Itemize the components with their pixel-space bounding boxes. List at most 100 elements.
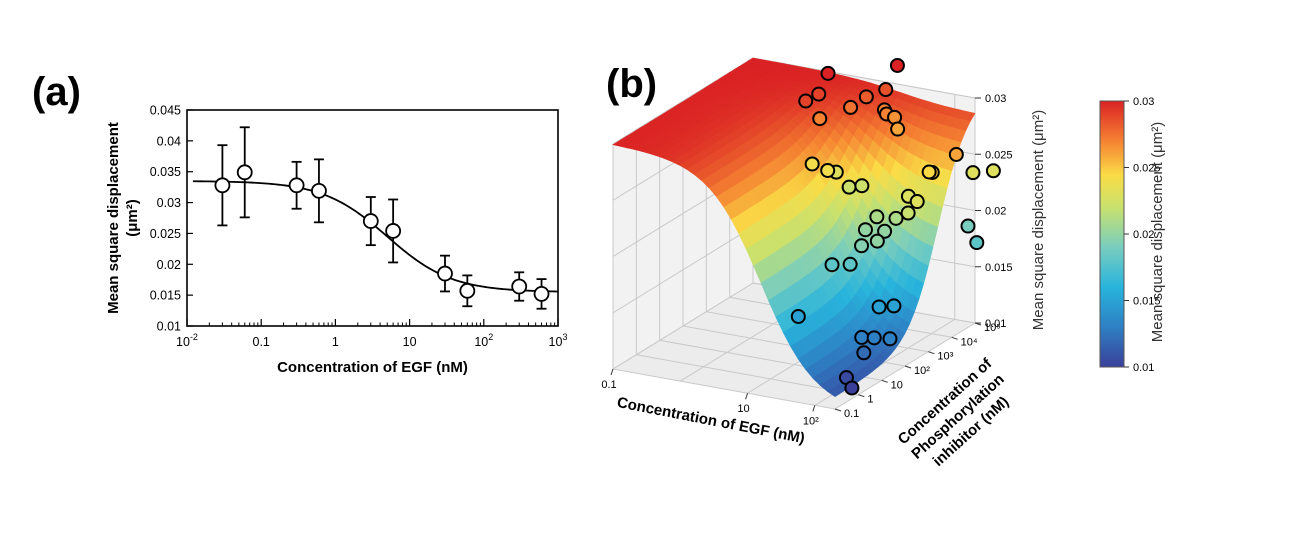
surface-data-point bbox=[900, 205, 916, 221]
surface-data-point bbox=[985, 163, 1001, 179]
surface-data-point bbox=[824, 257, 840, 273]
surface-data-point bbox=[804, 156, 820, 172]
y3d-tick-label: 10⁴ bbox=[961, 336, 978, 348]
surface-data-point bbox=[969, 235, 985, 251]
surface-data-point bbox=[889, 57, 905, 73]
surface-data-point bbox=[869, 209, 885, 225]
x3d-tick-mark bbox=[812, 405, 816, 412]
y3d-tick-label: 10⁵ bbox=[984, 322, 1001, 334]
y3d-tick-mark bbox=[951, 336, 958, 340]
surface-data-point bbox=[888, 210, 904, 226]
x3d-axis-title: Concentration of EGF (nM) bbox=[616, 394, 807, 447]
y3d-tick-label: 10 bbox=[891, 379, 903, 391]
surface-data-point bbox=[948, 146, 964, 162]
x3d-tick-label: 10² bbox=[803, 415, 819, 427]
surface-data-point bbox=[866, 330, 882, 346]
surface-data-point bbox=[844, 380, 860, 396]
y-tick-label: 0.02 bbox=[157, 258, 181, 272]
surface-data-point bbox=[841, 179, 857, 195]
z-tick-label: 0.025 bbox=[985, 149, 1013, 161]
y3d-tick-mark bbox=[834, 408, 842, 412]
y3d-tick-mark bbox=[858, 394, 865, 398]
y-tick-label: 0.03 bbox=[157, 196, 181, 210]
surface-data-point bbox=[854, 329, 870, 345]
surface-data-point bbox=[854, 178, 870, 194]
z-tick-label: 0.015 bbox=[985, 262, 1013, 274]
y-tick-label: 0.045 bbox=[150, 104, 181, 118]
surface-data-point bbox=[869, 233, 885, 249]
y-axis-unit: (μm²) bbox=[124, 199, 141, 237]
surface-data-point bbox=[878, 82, 894, 98]
y3d-tick-label: 0.1 bbox=[844, 408, 859, 420]
y3d-tick-label: 10² bbox=[914, 365, 930, 377]
y3d-tick-mark bbox=[881, 379, 888, 383]
panel-label-b: (b) bbox=[606, 62, 658, 106]
surface-data-point bbox=[965, 165, 981, 181]
panel-label-a: (a) bbox=[32, 70, 81, 114]
data-point bbox=[511, 278, 528, 295]
surface-data-point bbox=[882, 331, 898, 347]
y-tick-label: 0.035 bbox=[150, 165, 181, 179]
y-axis-title: Mean square displacement bbox=[105, 122, 122, 314]
data-point bbox=[385, 223, 402, 239]
y-tick-label: 0.015 bbox=[150, 289, 181, 303]
x3d-tick-label: 10 bbox=[737, 403, 749, 415]
data-point bbox=[437, 265, 453, 282]
chart-a-dose-response: 0.01 0.015 0.02 0.025 0.03 0.035 0.04 0.045 10-2… bbox=[105, 104, 568, 377]
surface-data-point bbox=[842, 256, 858, 272]
y-gridline bbox=[635, 129, 859, 396]
x-tick-label: 10 bbox=[403, 335, 417, 349]
z-axis-title: Mean square displacement (μm²) bbox=[1030, 110, 1047, 330]
surface-data-point bbox=[854, 238, 870, 254]
surface-data-point bbox=[858, 89, 874, 105]
surface-data-point bbox=[909, 194, 925, 210]
plot-frame bbox=[186, 109, 559, 327]
y-tick-label: 0.01 bbox=[157, 320, 181, 334]
data-point bbox=[459, 282, 476, 299]
surface-data-point bbox=[877, 223, 893, 239]
y-tick-label: 0.04 bbox=[157, 134, 181, 148]
y-tick-label: 0.025 bbox=[150, 227, 181, 241]
data-point bbox=[236, 164, 253, 181]
z-tick-label: 0.03 bbox=[985, 93, 1006, 105]
x-tick-label: 102 bbox=[474, 332, 493, 349]
y3d-tick-mark bbox=[974, 322, 982, 326]
surface-data-point bbox=[856, 345, 872, 361]
x-tick-label: 0.1 bbox=[253, 335, 270, 349]
colorbar-tick-label: 0.015 bbox=[1133, 296, 1161, 308]
surface-data-point bbox=[857, 222, 873, 238]
surface-data-point bbox=[843, 99, 859, 115]
surface-patch bbox=[827, 388, 841, 397]
data-point bbox=[214, 177, 231, 194]
data-point bbox=[311, 182, 327, 199]
z-tick-label: 0.02 bbox=[985, 206, 1006, 218]
surface-data-point bbox=[820, 162, 836, 178]
x-tick-label: 10-2 bbox=[176, 332, 198, 349]
data-point bbox=[288, 177, 305, 194]
surface-data-point bbox=[790, 308, 806, 324]
colorbar bbox=[1099, 100, 1125, 368]
colorbar-title: Mean square displacement (μm²) bbox=[1149, 122, 1166, 342]
surface-data-point bbox=[890, 121, 906, 137]
y3d-tick-label: 1 bbox=[867, 394, 873, 406]
x3d-tick-label: 0.1 bbox=[601, 379, 616, 391]
data-point bbox=[362, 213, 379, 229]
x-tick-label: 1 bbox=[332, 335, 339, 349]
y3d-tick-mark bbox=[928, 351, 935, 355]
surface-data-point bbox=[871, 299, 887, 315]
data-point bbox=[533, 286, 550, 302]
surface-data-point bbox=[812, 111, 828, 127]
surface-data-point bbox=[960, 218, 976, 234]
x-tick-label: 103 bbox=[549, 332, 568, 349]
y3d-tick-mark bbox=[904, 365, 912, 369]
surface-data-point bbox=[886, 298, 902, 314]
x-axis-title: Concentration of EGF (nM) bbox=[277, 359, 468, 376]
surface-data-point bbox=[798, 93, 814, 109]
x3d-tick-mark bbox=[745, 393, 749, 400]
surface-data-point bbox=[811, 86, 827, 102]
y3d-tick-label: 10³ bbox=[937, 351, 953, 363]
colorbar-tick-label: 0.03 bbox=[1133, 96, 1154, 108]
z-tick-label: 0.01 bbox=[985, 318, 1006, 330]
x3d-tick-mark bbox=[610, 368, 614, 376]
